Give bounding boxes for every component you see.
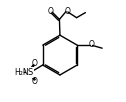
Text: O: O bbox=[32, 77, 38, 86]
Text: S: S bbox=[27, 68, 33, 77]
Text: O: O bbox=[89, 40, 95, 49]
Text: O: O bbox=[32, 59, 38, 68]
Text: H₂N: H₂N bbox=[14, 68, 29, 77]
Text: O: O bbox=[48, 7, 54, 16]
Text: O: O bbox=[64, 7, 70, 16]
